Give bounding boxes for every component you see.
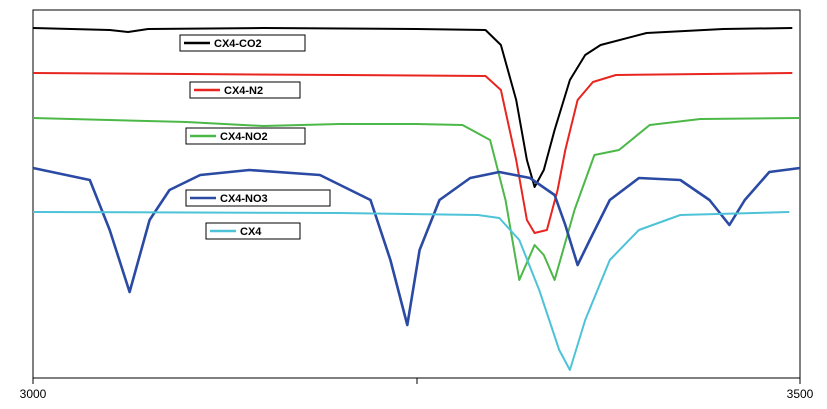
plot-frame bbox=[32, 9, 801, 379]
series-line bbox=[32, 211, 790, 371]
x-tick-label: 3000 bbox=[20, 387, 47, 401]
series-line bbox=[32, 27, 793, 188]
legend-box bbox=[185, 189, 331, 207]
series-line bbox=[32, 117, 801, 281]
series-line bbox=[32, 166, 801, 327]
legend-box bbox=[185, 127, 306, 145]
legend-box bbox=[179, 34, 306, 52]
legend-label: CX4 bbox=[240, 226, 262, 238]
legend-box bbox=[205, 222, 301, 240]
x-tick-label: 3500 bbox=[787, 387, 814, 401]
series-line bbox=[32, 72, 793, 234]
legend-box bbox=[189, 81, 301, 99]
legend-label: CX4-N2 bbox=[224, 85, 263, 97]
legend-label: CX4-NO3 bbox=[220, 193, 268, 205]
legend-label: CX4-CO2 bbox=[214, 38, 262, 50]
legend-label: CX4-NO2 bbox=[220, 131, 268, 143]
